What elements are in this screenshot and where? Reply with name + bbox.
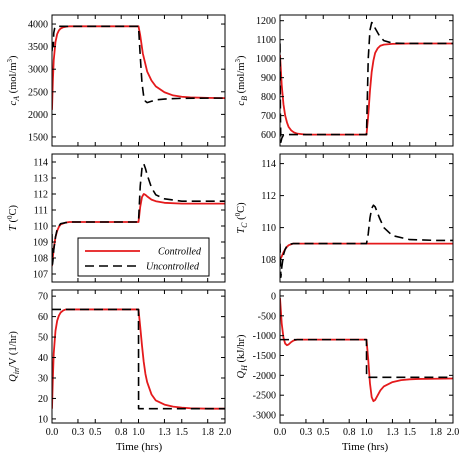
y-axis-label-Qf: Qin/V (1/hr): [8, 331, 21, 382]
series-line-QH-uncontrolled: [280, 338, 453, 379]
legend-box: [77, 237, 210, 277]
y-tick-label: 3500: [28, 42, 48, 53]
y-tick-label: -2000: [253, 371, 276, 382]
series-line-Tc-controlled: [280, 242, 453, 261]
x-tick-label: 1.5: [404, 427, 417, 438]
y-tick-label: 114: [261, 159, 276, 170]
panel-Tc: 108 110 112 114 TC (0C): [234, 153, 454, 283]
panel-cb: 600 700 800 900 1000 1100 1200 cB (mol/m3): [234, 14, 454, 147]
y-tick-label: 10: [38, 414, 48, 425]
y-tick-label: 600: [261, 130, 276, 141]
plot-frame-Tc: [279, 153, 454, 283]
series-line-Tc-uncontrolled: [280, 204, 453, 278]
y-tick-label: 112: [33, 190, 48, 201]
y-tick-label: 800: [261, 92, 276, 103]
x-tick-label: 0.3: [300, 427, 313, 438]
y-tick-label: 1500: [28, 132, 48, 143]
y-tick-label: 900: [261, 73, 276, 84]
x-tick-label: 0.0: [46, 427, 59, 438]
series-line-T-uncontrolled: [52, 162, 225, 266]
x-tick-label: 1.8: [429, 427, 442, 438]
x-tick-label: 0.8: [343, 427, 356, 438]
y-tick-label: 4000: [28, 20, 48, 31]
x-tick-label: 1.5: [176, 427, 189, 438]
y-tick-label: 108: [261, 255, 276, 266]
series-line-Qf-uncontrolled: [52, 308, 225, 410]
y-tick-label: 40: [38, 353, 48, 364]
y-tick-label: 50: [38, 333, 48, 344]
y-tick-label: -3000: [253, 411, 276, 422]
x-tick-label: 0.5: [89, 427, 102, 438]
y-tick-label: -2500: [253, 391, 276, 402]
x-axis-title-left: Time (hrs): [116, 441, 163, 453]
x-tick-label: 2.0: [219, 427, 232, 438]
y-tick-label: -500: [258, 311, 276, 322]
panel-Qf: 10 20 30 40 50 60 70 0.0 0.3 0.5 0.8 1.0 1.3 1.5 1.8 2.…: [8, 289, 232, 438]
y-tick-label: 70: [38, 292, 48, 303]
x-tick-label: 1.8: [201, 427, 214, 438]
y-tick-label: 113: [33, 174, 48, 185]
x-tick-label: 0.3: [72, 427, 85, 438]
series-line-cb-uncontrolled: [280, 21, 453, 143]
y-tick-label: 0: [271, 291, 276, 302]
series-line-ca-uncontrolled: [52, 25, 225, 104]
y-tick-label: 2000: [28, 110, 48, 121]
y-tick-label: 109: [33, 238, 48, 249]
panel-QH: -3000 -2500 -2000 -1500 -1000 -500 0 0.0 0.3 0.5 0…: [236, 289, 460, 438]
y-tick-label: 30: [38, 373, 48, 384]
y-tick-label: 2500: [28, 87, 48, 98]
y-axis-label-ca: cA (mol/m3): [6, 55, 21, 106]
x-tick-label: 2.0: [447, 427, 460, 438]
y-axis-label-cb: cB (mol/m3): [234, 55, 249, 106]
x-tick-label: 1.3: [386, 427, 399, 438]
y-axis-label-QH: QH (kJ/hr): [236, 334, 249, 378]
y-tick-label: -1000: [253, 331, 276, 342]
x-tick-label: 0.8: [115, 427, 128, 438]
legend-label-uncontrolled: Uncontrolled: [146, 262, 200, 273]
y-tick-label: 110: [261, 223, 276, 234]
y-tick-label: 112: [261, 191, 276, 202]
x-tick-label: 0.5: [317, 427, 330, 438]
legend-label-controlled: Controlled: [158, 247, 202, 258]
series-line-T-controlled: [52, 193, 225, 267]
panel-T: 107 108 109 110 111 112 113 114 T (0C): [6, 153, 226, 283]
series-line-QH-controlled: [280, 297, 453, 403]
y-tick-label: 700: [261, 111, 276, 122]
y-tick-label: 108: [33, 254, 48, 265]
y-tick-label: 3000: [28, 65, 48, 76]
y-tick-label: 110: [33, 222, 48, 233]
y-tick-label: 1000: [256, 54, 276, 65]
y-axis-label-Tc: TC (0C): [234, 202, 249, 234]
y-tick-label: 111: [34, 206, 48, 217]
x-tick-label: 1.3: [158, 427, 171, 438]
x-tick-label: 1.0: [360, 427, 373, 438]
x-tick-label: 1.0: [132, 427, 145, 438]
y-tick-label: 20: [38, 394, 48, 405]
x-tick-label: 0.0: [274, 427, 287, 438]
y-tick-label: 1200: [256, 16, 276, 27]
y-tick-label: -1500: [253, 351, 276, 362]
y-tick-label: 60: [38, 312, 48, 323]
y-tick-label: 107: [33, 270, 48, 281]
legend: Controlled Uncontrolled: [77, 237, 210, 277]
y-tick-label: 1100: [256, 35, 276, 46]
y-tick-label: 114: [33, 158, 48, 169]
y-axis-label-T: T (0C): [6, 205, 19, 231]
panel-ca: 1500 2000 2500 3000 3500 4000 cA (mol/m3): [6, 14, 226, 147]
x-axis-title-right: Time (hrs): [342, 441, 389, 453]
